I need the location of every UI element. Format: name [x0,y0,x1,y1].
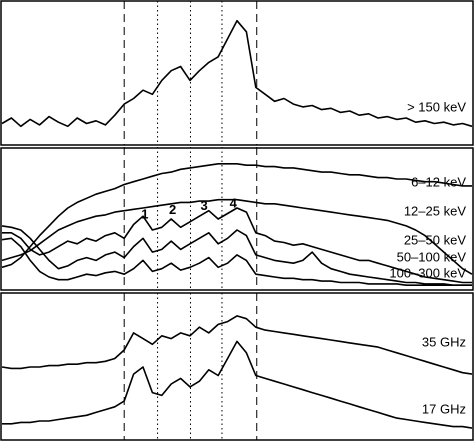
panel-frame [0,147,474,291]
panel-frame [0,292,474,441]
series-label: 17 GHz [422,401,466,416]
series-label: > 150 keV [407,99,466,114]
series-label: 50–100 keV [397,249,467,264]
annotation: 1 [141,206,148,221]
series-label: 35 GHz [422,334,466,349]
series-line [2,340,473,429]
annotation: 4 [230,195,238,210]
series-line [1,315,473,375]
series-label: 25–50 keV [404,232,466,247]
series-label: 12–25 keV [404,203,466,218]
annotation: 3 [200,198,207,213]
series-line [1,19,473,128]
series-line [1,225,472,286]
annotation: 2 [169,202,176,217]
series-label: 6–12 keV [411,174,466,189]
panel-frame [0,0,474,146]
series-line [1,237,472,286]
series-line [1,198,473,275]
series-label: 100–300 keV [389,265,466,280]
series-line [2,207,472,284]
series-line [1,163,472,269]
